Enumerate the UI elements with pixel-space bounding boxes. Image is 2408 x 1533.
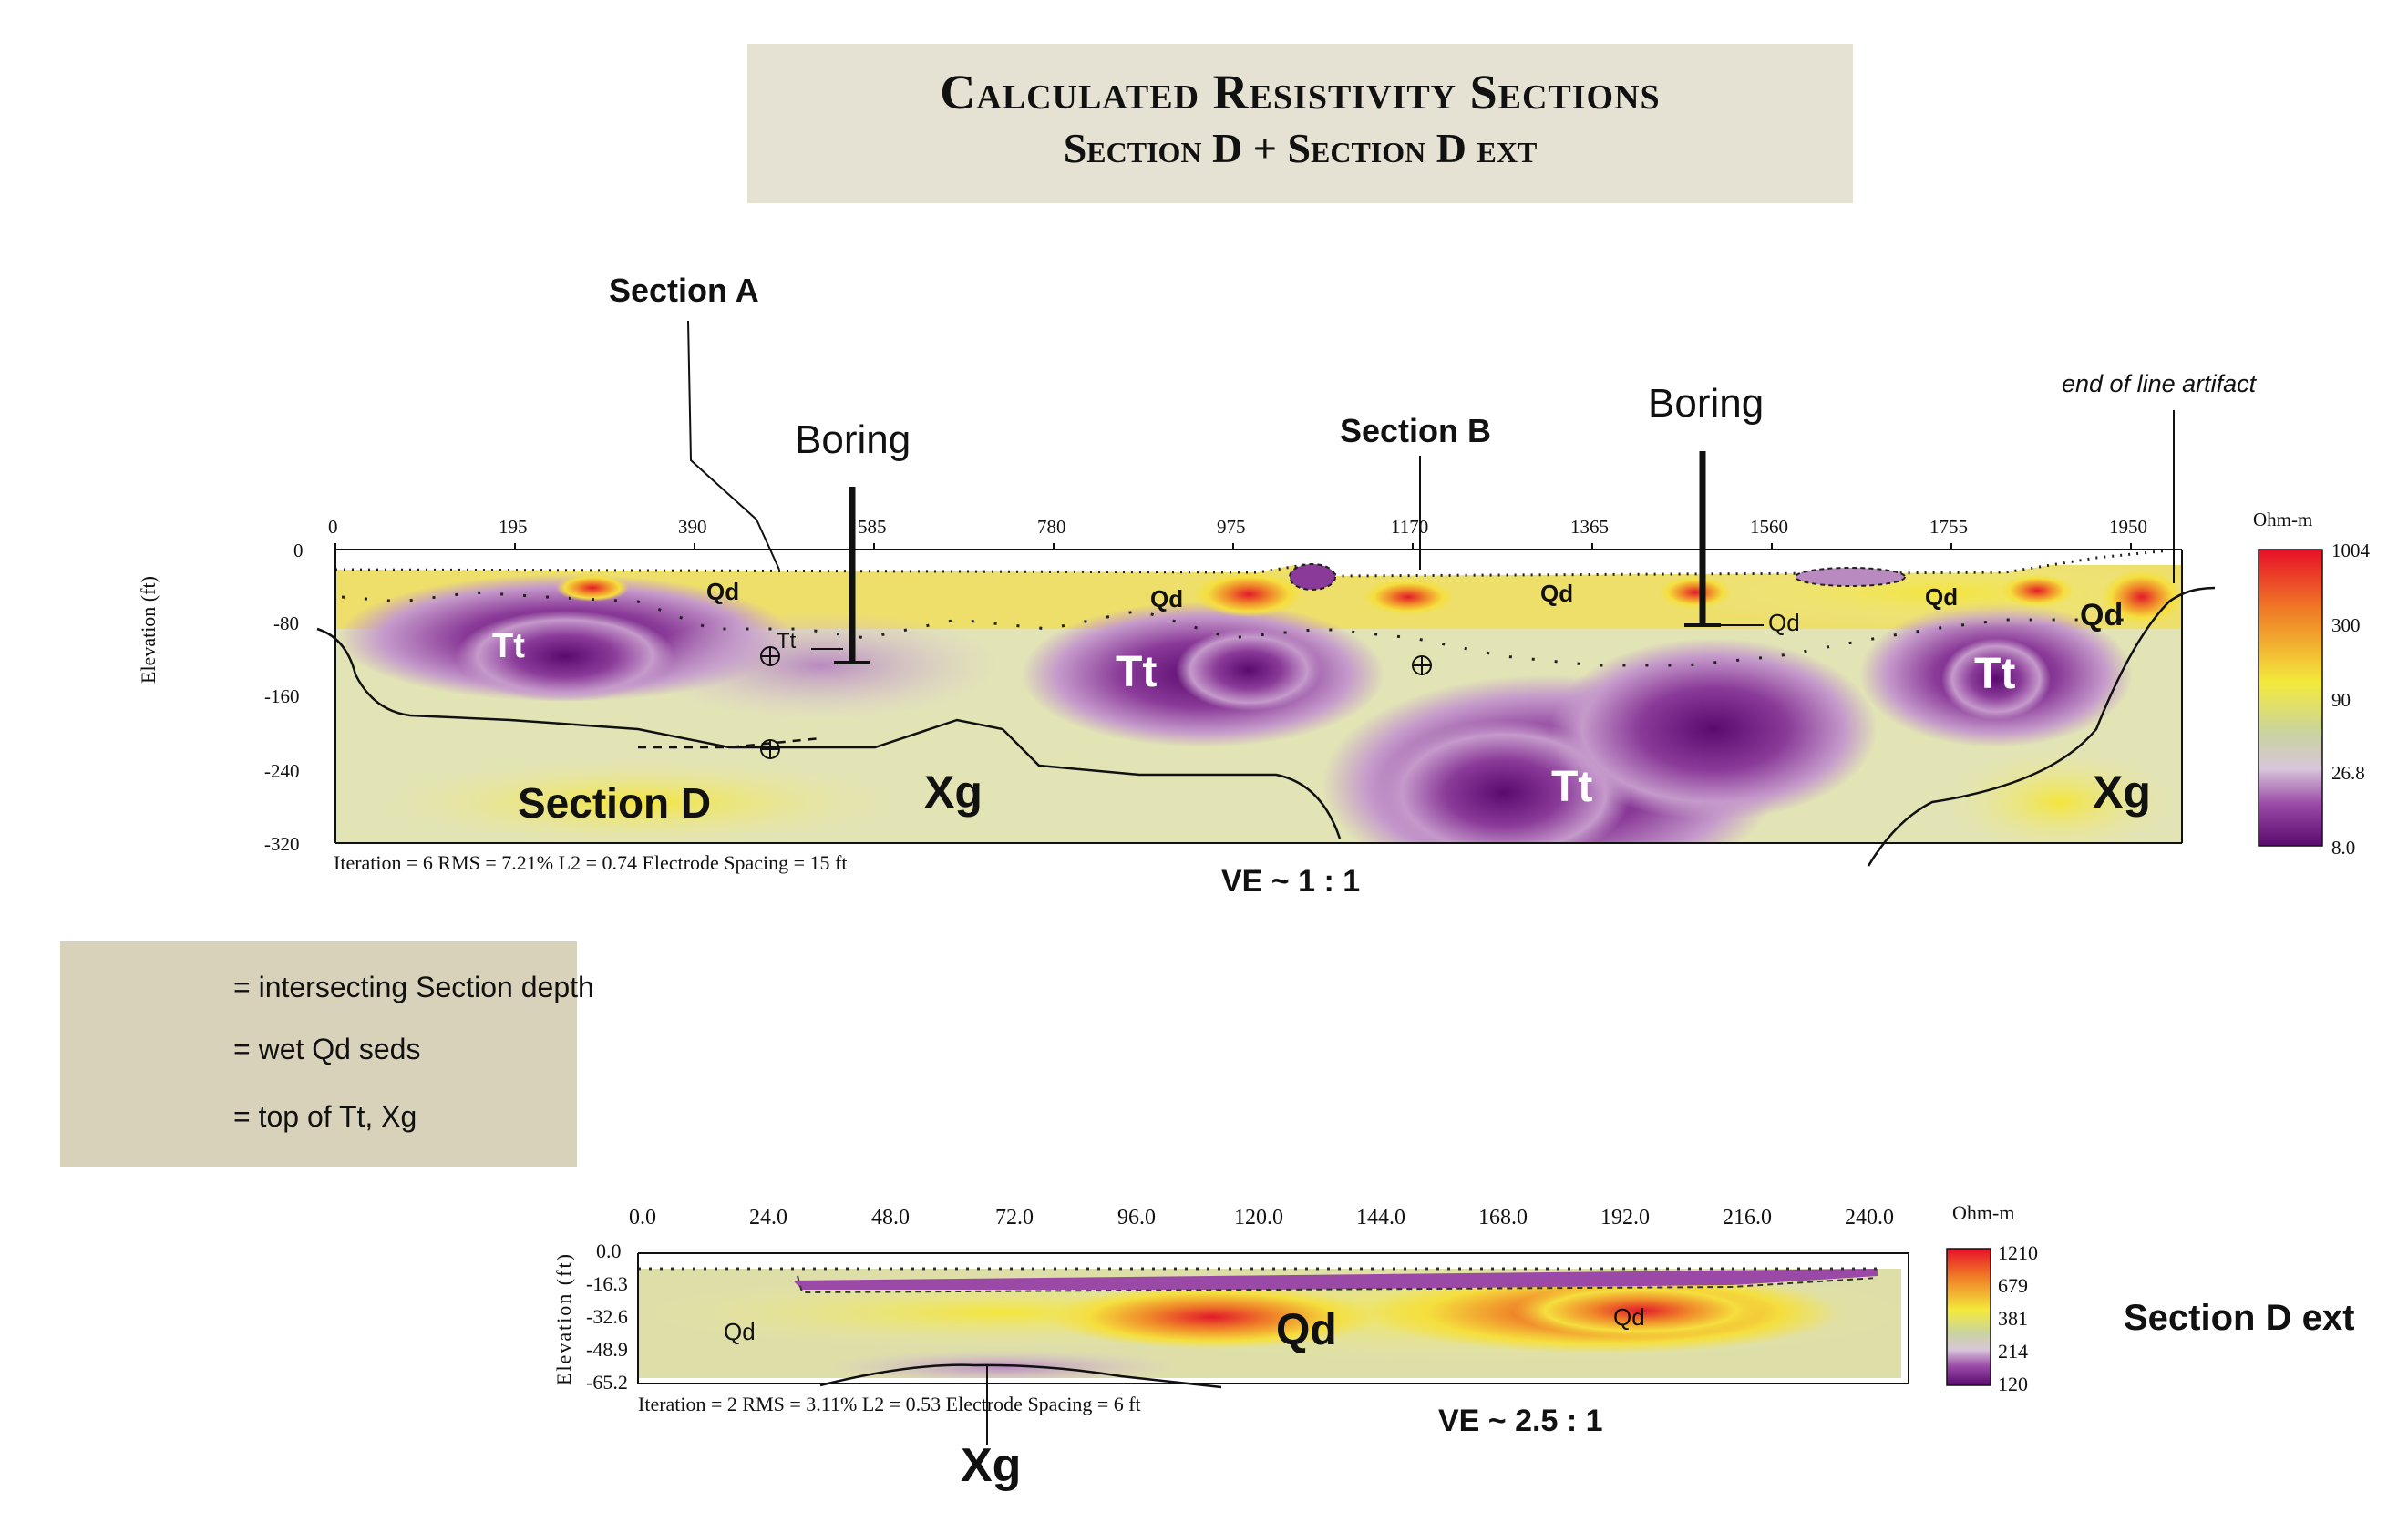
section-d-x-tickmarks bbox=[334, 543, 2132, 550]
tick-label: -160 bbox=[264, 685, 300, 707]
tick-label: 192.0 bbox=[1600, 1206, 1650, 1229]
section-d-ext-ve: VE ~ 2.5 : 1 bbox=[1438, 1404, 1603, 1438]
tick-label: 90 bbox=[2331, 689, 2351, 711]
tick-label: 0 bbox=[293, 540, 304, 561]
tick-label: 120.0 bbox=[1234, 1206, 1283, 1229]
legend-item-label: = top of Tt, Xg bbox=[233, 1100, 417, 1133]
unit-label-qd: Qd bbox=[1540, 580, 1574, 607]
tick-label: -48.9 bbox=[586, 1338, 628, 1361]
tick-label: 8.0 bbox=[2331, 837, 2356, 859]
tick-label: 0.0 bbox=[596, 1240, 622, 1262]
colorbar-d bbox=[2258, 549, 2323, 847]
tick-label: 72.0 bbox=[995, 1206, 1034, 1229]
unit-label-qd: Qd bbox=[2080, 598, 2124, 633]
tick-label: 1755 bbox=[1929, 516, 1968, 538]
legend-item-label: = intersecting Section depth bbox=[233, 971, 594, 1003]
legend-item: = top of Tt, Xg bbox=[60, 1096, 577, 1151]
tick-label: 1170 bbox=[1391, 516, 1429, 538]
callout-end-of-line-artifact: end of line artifact bbox=[2062, 370, 2257, 397]
section-d-ve: VE ~ 1 : 1 bbox=[1221, 864, 1361, 899]
callout-boring-2: Boring bbox=[1648, 381, 1765, 426]
tick-label: -320 bbox=[264, 833, 300, 855]
section-d-ext-name: Section D ext bbox=[2124, 1298, 2355, 1338]
unit-label-qd: Qd bbox=[706, 578, 740, 605]
legend-item: = intersecting Section depth bbox=[60, 967, 594, 1022]
colorbar-d-ext-unit: Ohm-m bbox=[1952, 1201, 2015, 1224]
page-subtitle: Section D + Section D ext bbox=[1063, 125, 1538, 171]
tick-label: 96.0 bbox=[1117, 1206, 1156, 1229]
tick-label: -16.3 bbox=[586, 1272, 628, 1295]
tick-label: 1210 bbox=[1998, 1241, 2038, 1264]
tick-label: 195 bbox=[499, 516, 528, 538]
tick-label: -65.2 bbox=[586, 1371, 628, 1394]
tick-label: 780 bbox=[1037, 516, 1066, 538]
tick-label: 48.0 bbox=[871, 1206, 910, 1229]
tick-label: 214 bbox=[1998, 1340, 2028, 1363]
legend-item-label: = wet Qd seds bbox=[233, 1033, 421, 1065]
tick-label: 390 bbox=[678, 516, 707, 538]
tick-label: -32.6 bbox=[586, 1305, 628, 1328]
unit-label-qd: Qd bbox=[1150, 585, 1184, 612]
unit-label-xg: Xg bbox=[924, 766, 983, 818]
unit-label-xg: Xg bbox=[2093, 766, 2151, 818]
section-d-name: Section D bbox=[518, 779, 712, 827]
unit-label-qd: Qd bbox=[1925, 583, 1959, 611]
tick-label: 585 bbox=[858, 516, 887, 538]
tick-label: 0 bbox=[328, 516, 338, 538]
callout-boring-1: Boring bbox=[795, 417, 911, 462]
unit-label-qd: Qd bbox=[1768, 609, 1800, 636]
unit-label-tt: Tt bbox=[1974, 650, 2016, 698]
callout-section-b: Section B bbox=[1340, 412, 1492, 449]
tick-label: 1560 bbox=[1750, 516, 1788, 538]
section-d-stats: Iteration = 6 RMS = 7.21% L2 = 0.74 Elec… bbox=[334, 851, 848, 874]
unit-label-qd: Qd bbox=[1276, 1306, 1337, 1354]
tick-label: 216.0 bbox=[1723, 1206, 1772, 1229]
tick-label: 24.0 bbox=[749, 1206, 787, 1229]
tick-label: 240.0 bbox=[1845, 1206, 1894, 1229]
tick-label: -240 bbox=[264, 760, 300, 782]
legend-item: = wet Qd seds bbox=[60, 1029, 577, 1084]
tick-label: 144.0 bbox=[1356, 1206, 1405, 1229]
unit-label-qd: Qd bbox=[1613, 1303, 1645, 1331]
tick-label: -80 bbox=[273, 612, 299, 634]
tick-label: 1004 bbox=[2331, 540, 2370, 561]
crosshair-marks bbox=[760, 646, 1432, 759]
callout-section-a: Section A bbox=[609, 272, 759, 309]
unit-label-tt-small: Tt bbox=[777, 629, 797, 653]
tick-label: 1950 bbox=[2109, 516, 2147, 538]
tick-label: 168.0 bbox=[1478, 1206, 1528, 1229]
tick-label: 381 bbox=[1998, 1307, 2028, 1330]
page-title: Calculated Resistivity Sections bbox=[940, 65, 1661, 119]
unit-label-qd: Qd bbox=[724, 1318, 756, 1345]
unit-label-xg: Xg bbox=[961, 1439, 1022, 1492]
colorbar-d-unit: Ohm-m bbox=[2253, 509, 2313, 530]
section-d-y-axis-label: Elevation (ft) bbox=[137, 576, 160, 684]
tick-label: 300 bbox=[2331, 614, 2361, 636]
legend: = intersecting Section depth = wet Qd se… bbox=[60, 941, 594, 1167]
tick-label: 1365 bbox=[1570, 516, 1609, 538]
unit-label-tt: Tt bbox=[1116, 648, 1158, 696]
tick-label: 120 bbox=[1998, 1373, 2028, 1395]
unit-label-tt: Tt bbox=[492, 627, 525, 665]
section-d-plot bbox=[335, 565, 2182, 843]
tick-label: 679 bbox=[1998, 1274, 2028, 1297]
section-d-ext-stats: Iteration = 2 RMS = 3.11% L2 = 0.53 Elec… bbox=[638, 1393, 1141, 1415]
tick-label: 0.0 bbox=[629, 1206, 656, 1229]
colorbar-d-ext bbox=[1946, 1248, 1991, 1386]
tick-label: 26.8 bbox=[2331, 762, 2365, 784]
unit-label-tt: Tt bbox=[1551, 763, 1593, 811]
title-box: Calculated Resistivity Sections Section … bbox=[747, 44, 1853, 203]
section-d-ext-y-axis-label: Elevation (ft) bbox=[552, 1252, 575, 1385]
tick-label: 975 bbox=[1217, 516, 1246, 538]
